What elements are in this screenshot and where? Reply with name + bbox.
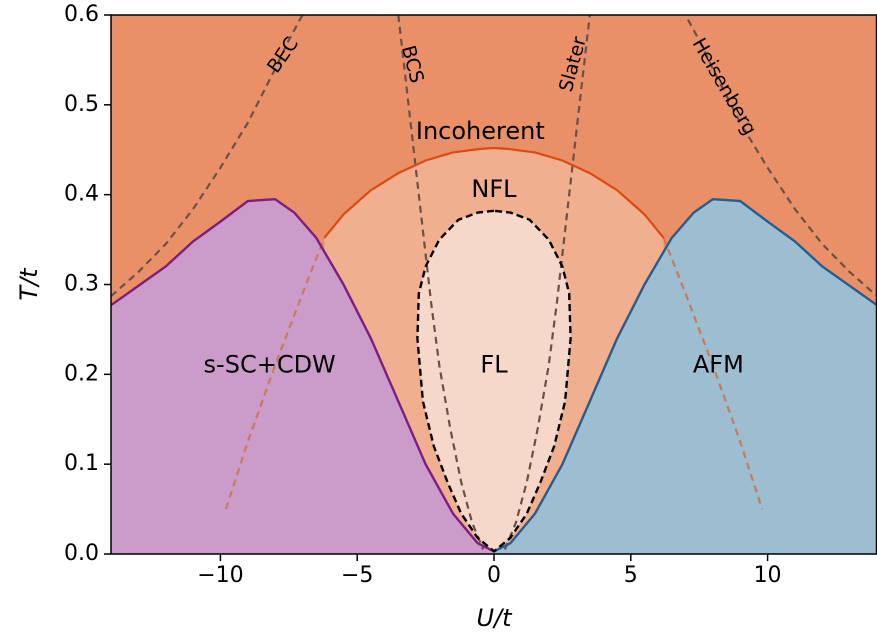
region-label-afm: AFM	[693, 350, 744, 378]
region-label-nfl: NFL	[471, 175, 517, 203]
region-label-fl: FL	[480, 350, 508, 378]
y-tick-label: 0.6	[64, 2, 99, 27]
fl-region	[417, 210, 571, 552]
nfl-boundary-line	[323, 146, 665, 239]
y-tick-label: 0.4	[64, 182, 99, 207]
fl-boundary-line	[416, 209, 572, 553]
ssc-cdw-region	[111, 199, 494, 554]
y-tick-label: 0.5	[64, 92, 99, 117]
y-tick-label: 0.3	[64, 272, 99, 297]
afm-region	[494, 199, 877, 554]
x-tick-label: 0	[487, 563, 501, 588]
bec-curve	[111, 15, 304, 298]
x-tick-label: 5	[624, 563, 638, 588]
slater-curve	[503, 15, 591, 550]
plot-area	[111, 15, 877, 554]
x-axis-label: U/t	[476, 604, 513, 632]
y-axis-label: T/t	[15, 267, 43, 301]
x-tick-label: 10	[754, 563, 782, 588]
y-tick-label: 0.0	[64, 541, 99, 566]
x-tick-label: −10	[197, 563, 243, 588]
heisenberg-curve	[684, 15, 877, 298]
x-tick-label: −5	[341, 563, 373, 588]
y-tick-label: 0.1	[64, 451, 99, 476]
afm-boundary-line	[493, 197, 877, 553]
region-label-incoherent: Incoherent	[416, 117, 545, 145]
axes: −10 −5 0 5 10 0.0 0.1 0.2 0.3 0.4 0.5 0.6 U/t T/t	[15, 2, 877, 632]
y-tick-label: 0.2	[64, 361, 99, 386]
ssc-boundary-line	[111, 197, 495, 553]
region-label-s-sc-cdw: s-SC+CDW	[204, 350, 336, 378]
bcs-curve	[397, 15, 485, 550]
heisenberg-lowT-curve	[662, 237, 764, 510]
